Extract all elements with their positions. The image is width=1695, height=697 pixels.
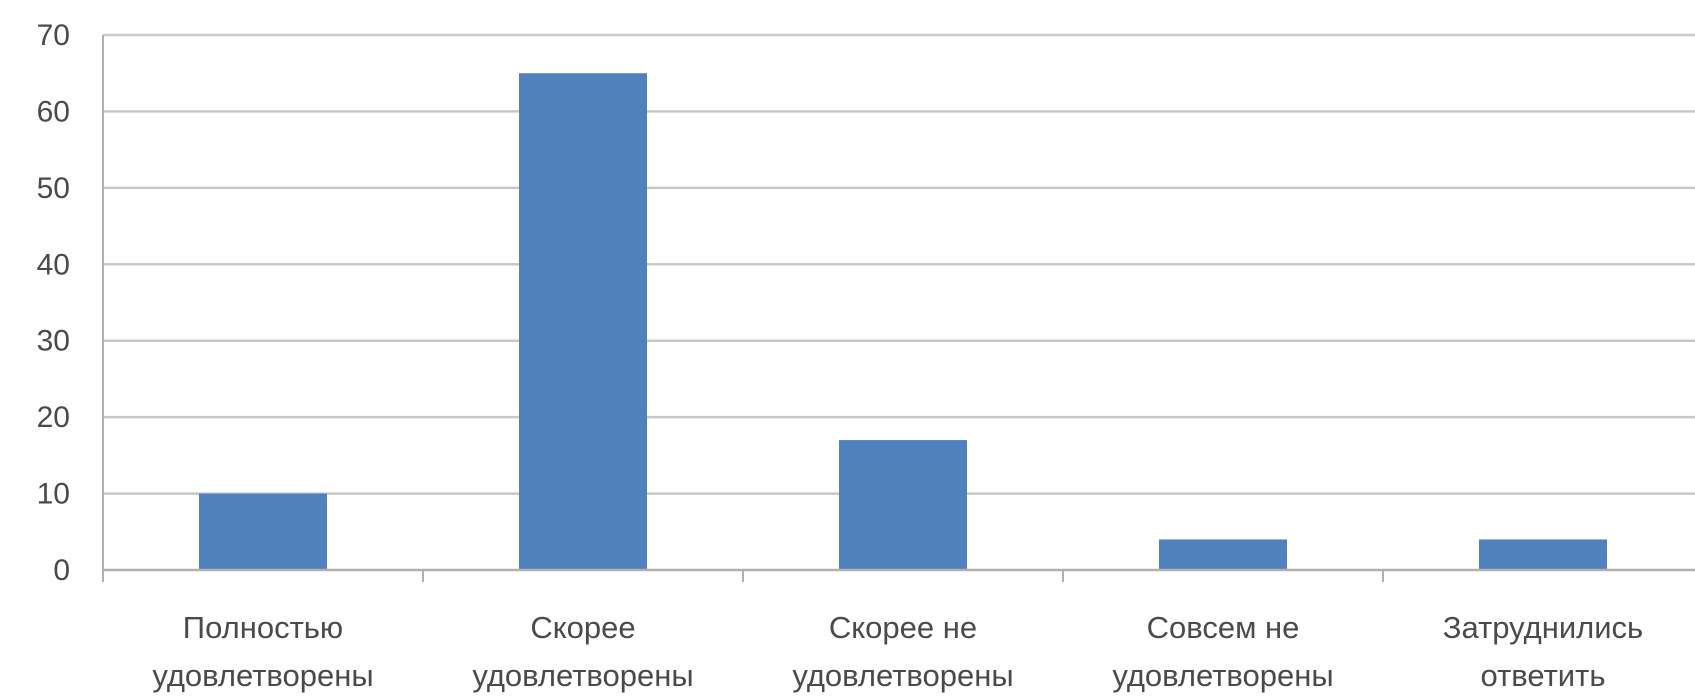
x-category-label: Совсем не xyxy=(1147,610,1300,645)
y-tick-label: 10 xyxy=(37,478,70,511)
x-category-label: удовлетворены xyxy=(792,658,1013,693)
y-tick-label: 20 xyxy=(37,401,70,434)
x-category-label: Затруднились xyxy=(1443,610,1643,645)
y-tick-label: 30 xyxy=(37,325,70,358)
y-tick-label: 50 xyxy=(37,172,70,205)
bar-2 xyxy=(839,440,967,570)
y-axis-ticks: 0 10 20 30 40 50 60 70 xyxy=(37,19,70,587)
x-category-label: удовлетворены xyxy=(152,658,373,693)
bar-4 xyxy=(1479,539,1607,570)
bars xyxy=(199,73,1607,570)
x-axis-labels: Полностью удовлетворены Скорее удовлетворен… xyxy=(152,610,1643,693)
bar-1 xyxy=(519,73,647,570)
bar-3 xyxy=(1159,539,1287,570)
y-tick-label: 70 xyxy=(37,19,70,52)
x-category-label: удовлетворены xyxy=(1112,658,1333,693)
y-tick-label: 60 xyxy=(37,95,70,128)
y-tick-label: 0 xyxy=(53,554,70,587)
x-category-label: удовлетворены xyxy=(472,658,693,693)
gridlines xyxy=(103,33,1695,495)
x-category-label: Скорее не xyxy=(829,610,977,645)
x-category-label: ответить xyxy=(1481,658,1606,693)
x-category-label: Полностью xyxy=(183,610,343,645)
x-axis xyxy=(102,35,1695,582)
y-tick-label: 40 xyxy=(37,248,70,281)
x-category-label: Скорее xyxy=(530,610,635,645)
bar-0 xyxy=(199,493,327,570)
